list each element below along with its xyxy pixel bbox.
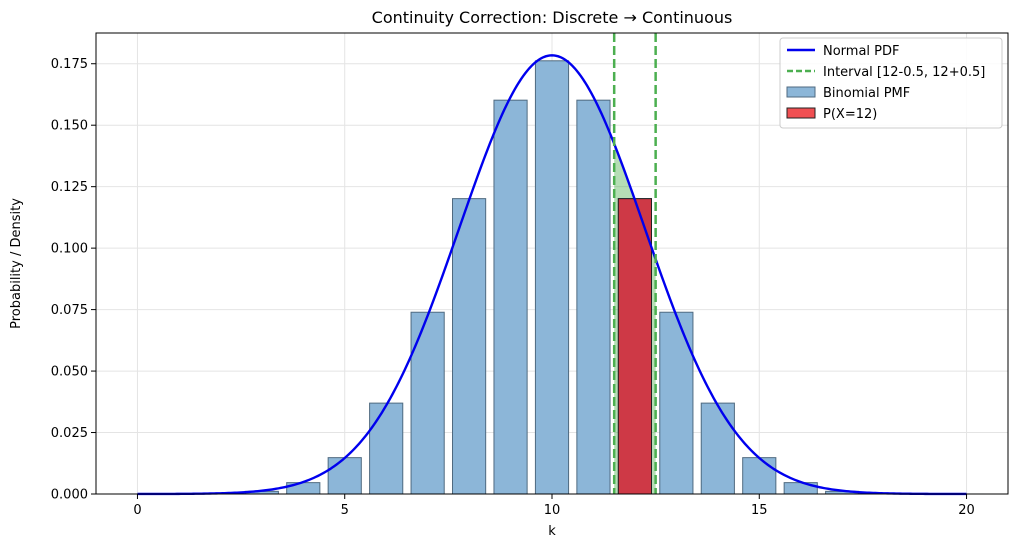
binomial-bar (742, 457, 777, 495)
y-tick-label: 0.075 (51, 303, 88, 318)
normal-pdf-curve (137, 54, 967, 496)
y-tick-label: 0.025 (51, 426, 88, 441)
legend-highlight-label: P(X=12) (823, 107, 877, 122)
legend-binomial-swatch (786, 86, 816, 98)
x-tick-label: 15 (751, 503, 768, 518)
legend-highlight-swatch (786, 107, 816, 119)
chart-title: Continuity Correction: Discrete → Contin… (372, 8, 733, 27)
binomial-bar (493, 99, 528, 495)
legend-box (779, 37, 1003, 129)
x-tick-label: 5 (341, 503, 349, 518)
legend-interval-label: Interval [12-0.5, 12+0.5] (823, 65, 985, 80)
binomial-bar (369, 402, 404, 495)
binomial-bar (452, 198, 487, 495)
y-tick-label: 0.100 (51, 242, 88, 257)
x-axis-label: k (548, 524, 556, 539)
highlight-bar (617, 198, 652, 495)
legend-normal-label: Normal PDF (823, 44, 900, 59)
binomial-bar (327, 457, 362, 495)
x-tick-label: 10 (544, 503, 561, 518)
binomial-bar (700, 402, 735, 495)
legend-binomial-label: Binomial PMF (823, 86, 910, 101)
normal-curve-layer (137, 54, 967, 496)
y-tick-label: 0.150 (51, 119, 88, 134)
y-tick-label: 0.050 (51, 365, 88, 380)
binomial-bars (120, 60, 984, 495)
x-tick-label: 20 (958, 503, 975, 518)
binomial-bar (576, 99, 611, 495)
y-tick-label: 0.125 (51, 180, 88, 195)
y-tick-label: 0.175 (51, 57, 88, 72)
y-axis-label: Probability / Density (9, 198, 24, 329)
y-tick-label: 0.000 (51, 488, 88, 503)
axis-ticks: 0 5 10 15 20 0.000 0.025 0.050 0.075 0.100 0.125 0.… (51, 57, 975, 518)
legend: Normal PDF Interval [12-0.5, 12+0.5] Bin… (779, 37, 1003, 129)
interval-lines (612, 33, 657, 494)
x-tick-label: 0 (133, 503, 141, 518)
binomial-bar (534, 60, 570, 495)
binomial-bar (659, 311, 694, 495)
binomial-bar (410, 311, 445, 495)
